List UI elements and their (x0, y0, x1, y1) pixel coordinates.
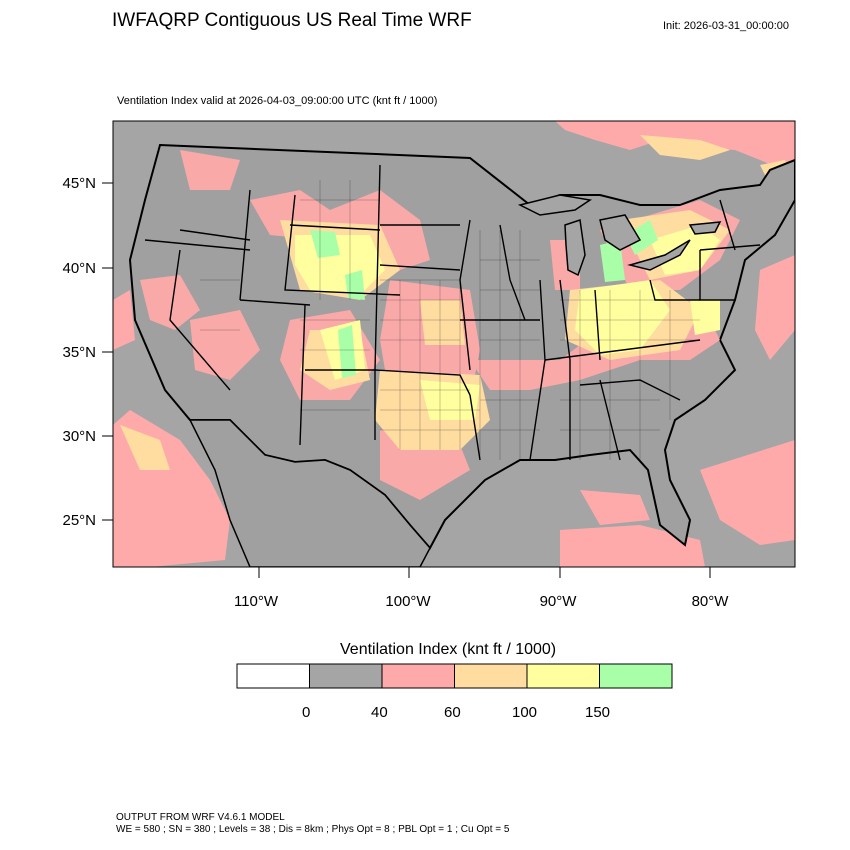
legend-color-box (526, 663, 600, 689)
init-time-label: Init: 2026-03-31_00:00:00 (663, 20, 789, 32)
legend-tick-label: 60 (444, 704, 461, 721)
lon-ticks (258, 567, 711, 578)
map-subtitle: Ventilation Index valid at 2026-04-03_09… (117, 95, 438, 107)
legend-color-box (381, 663, 455, 689)
lat-label: 45°N (62, 175, 96, 192)
lon-label: 90°W (540, 593, 578, 610)
model-info-line1: OUTPUT FROM WRF V4.6.1 MODEL (116, 812, 285, 823)
legend-tick-label: 40 (371, 704, 388, 721)
ocean-ventilation-shading (113, 121, 795, 567)
lat-label: 25°N (62, 512, 96, 529)
lon-labels: 110°W 100°W 90°W 80°W (234, 593, 729, 610)
legend-tick-label: 0 (302, 704, 311, 721)
legend-color-box (599, 663, 673, 689)
lat-ticks (102, 182, 113, 521)
lon-label: 100°W (385, 593, 431, 610)
lon-label: 110°W (234, 593, 279, 610)
legend-colorbar (236, 663, 673, 689)
map-frame (112, 120, 796, 568)
legend-color-box (236, 663, 310, 689)
legend-color-box (309, 663, 383, 689)
page-title: IWFAQRP Contiguous US Real Time WRF (112, 10, 472, 31)
land-green-shading (310, 220, 658, 378)
map-content (113, 121, 795, 567)
lat-label: 35°N (62, 344, 96, 361)
lon-label: 80°W (692, 593, 730, 610)
great-lakes (517, 194, 722, 277)
lat-label: 30°N (62, 428, 96, 445)
lat-label: 40°N (62, 260, 96, 277)
model-info-line2: WE = 580 ; SN = 380 ; Levels = 38 ; Dis … (116, 824, 510, 835)
legend-color-box (454, 663, 528, 689)
county-boundaries (200, 180, 700, 460)
state-boundaries (144, 164, 761, 461)
lat-labels: 45°N 40°N 35°N 30°N 25°N (62, 175, 96, 529)
legend-tick-label: 100 (512, 704, 538, 721)
legend-tick-label: 150 (585, 704, 611, 721)
mexico-land (188, 419, 431, 567)
legend-title: Ventilation Index (knt ft / 1000) (340, 641, 557, 658)
